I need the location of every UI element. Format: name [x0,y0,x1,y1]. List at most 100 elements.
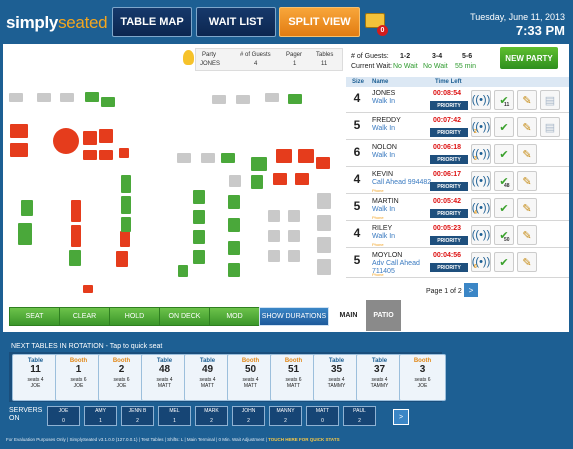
table-red[interactable] [83,285,93,293]
server-button[interactable]: JOHN 2 [232,406,265,426]
priority-badge[interactable]: PRIORITY [430,236,468,245]
rotation-card[interactable]: Table 48 seats 4 MATT [141,354,188,401]
table-red[interactable] [99,129,113,143]
server-button[interactable]: MATT 0 [306,406,339,426]
pager-icon[interactable]: ((•)) [471,90,491,110]
tab-patio[interactable]: PATIO [366,300,401,331]
table-red[interactable] [71,225,81,247]
table-gray[interactable] [317,193,331,209]
table-red[interactable] [119,148,129,158]
edit-icon[interactable]: ✎ [517,198,537,218]
seat-check-icon[interactable]: ✔ [494,144,514,164]
seat-check-icon[interactable]: ✔ [494,117,514,137]
edit-icon[interactable]: ✎ [517,90,537,110]
quick-stats-link[interactable]: TOUCH HERE FOR QUICK STATS [268,437,340,442]
table-green[interactable] [251,175,263,189]
table-gray[interactable] [177,153,191,163]
server-button[interactable]: JENN B 2 [121,406,154,426]
table-green[interactable] [121,196,131,214]
pager-icon[interactable]: ((•)) [471,144,491,164]
table-red[interactable] [120,231,130,247]
table-green[interactable] [228,241,240,255]
table-gray[interactable] [9,93,23,102]
waitlist-row[interactable]: 4 KEVIN Call Ahead 994482 Phone 00:06:17… [346,168,569,194]
clear-button[interactable]: CLEAR [59,307,110,326]
priority-badge[interactable]: PRIORITY [430,128,468,137]
rotation-card[interactable]: Table 49 seats 4 MATT [184,354,231,401]
table-green[interactable] [69,250,81,266]
seat-check-icon[interactable]: ✔ [494,198,514,218]
table-gray[interactable] [229,175,241,187]
table-green[interactable] [228,263,240,277]
table-gray[interactable] [268,210,280,222]
table-gray[interactable] [288,250,300,262]
table-gray[interactable] [268,230,280,242]
table-red[interactable] [295,173,309,185]
edit-icon[interactable]: ✎ [517,144,537,164]
edit-icon[interactable]: ✎ [517,117,537,137]
table-gray[interactable] [317,215,331,231]
priority-badge[interactable]: PRIORITY [430,155,468,164]
table-green[interactable] [193,230,205,244]
server-button[interactable]: MANNY 2 [269,406,302,426]
table-gray[interactable] [236,95,250,104]
table-green[interactable] [193,250,205,264]
seat-button[interactable]: SEAT [9,307,60,326]
pager-icon[interactable]: ((•)) [471,225,491,245]
table-gray[interactable] [288,230,300,242]
waitlist-row[interactable]: 5 MARTIN Walk In Phone 00:05:42 PRIORITY… [346,195,569,221]
rotation-card[interactable]: Table 11 seats 4 JOE [12,354,59,401]
table-red[interactable] [99,150,113,160]
mod-button[interactable]: MOD [209,307,260,326]
table-red[interactable] [276,149,292,163]
table-green[interactable] [288,94,302,104]
tab-main[interactable]: MAIN [331,300,366,331]
table-red[interactable] [10,143,28,157]
table-green[interactable] [121,217,131,232]
table-red[interactable] [273,173,287,185]
table-gray[interactable] [317,237,331,253]
notification-icon[interactable] [365,13,385,28]
priority-badge[interactable]: PRIORITY [430,182,468,191]
seat-check-icon[interactable]: ✔ [494,90,514,110]
table-gray[interactable] [201,153,215,163]
priority-badge[interactable]: PRIORITY [430,263,468,272]
table-green[interactable] [251,157,267,171]
table-green[interactable] [193,190,205,204]
table-green[interactable] [178,265,188,277]
table-green[interactable] [228,218,240,232]
table-green[interactable] [228,195,240,209]
table-gray[interactable] [265,93,279,102]
table-green[interactable] [101,97,115,107]
server-button[interactable]: JOE 0 [47,406,80,426]
next-page-button[interactable]: > [464,283,478,297]
priority-badge[interactable]: PRIORITY [430,209,468,218]
table-red[interactable] [83,150,97,160]
hold-button[interactable]: HOLD [109,307,160,326]
table-red-round[interactable] [53,128,79,154]
server-button[interactable]: AMY 1 [84,406,117,426]
pager-icon[interactable]: ((•)) [471,252,491,272]
table-red[interactable] [83,131,97,145]
table-green[interactable] [21,200,33,216]
rotation-card[interactable]: Booth 51 seats 6 MATT [270,354,317,401]
priority-badge[interactable]: PRIORITY [430,101,468,110]
rotation-card[interactable]: Table 35 seats 4 TAMMY [313,354,360,401]
seat-check-icon[interactable]: ✔ [494,252,514,272]
table-green[interactable] [18,223,32,245]
table-green[interactable] [221,153,235,163]
server-button[interactable]: MARK 2 [195,406,228,426]
floor-map[interactable] [3,75,344,301]
edit-icon[interactable]: ✎ [517,171,537,191]
tab-split-view[interactable]: SPLIT VIEW [279,7,360,37]
table-red[interactable] [316,157,330,169]
table-red[interactable] [298,149,314,163]
table-green[interactable] [121,175,131,193]
table-green[interactable] [85,92,99,102]
table-red[interactable] [71,200,81,222]
show-durations-button[interactable]: SHOW DURATIONS [259,307,329,326]
server-button[interactable]: MEL 1 [158,406,191,426]
table-gray[interactable] [268,250,280,262]
server-button[interactable]: PAUL 2 [343,406,376,426]
new-party-button[interactable]: NEW PARTY [500,47,558,69]
